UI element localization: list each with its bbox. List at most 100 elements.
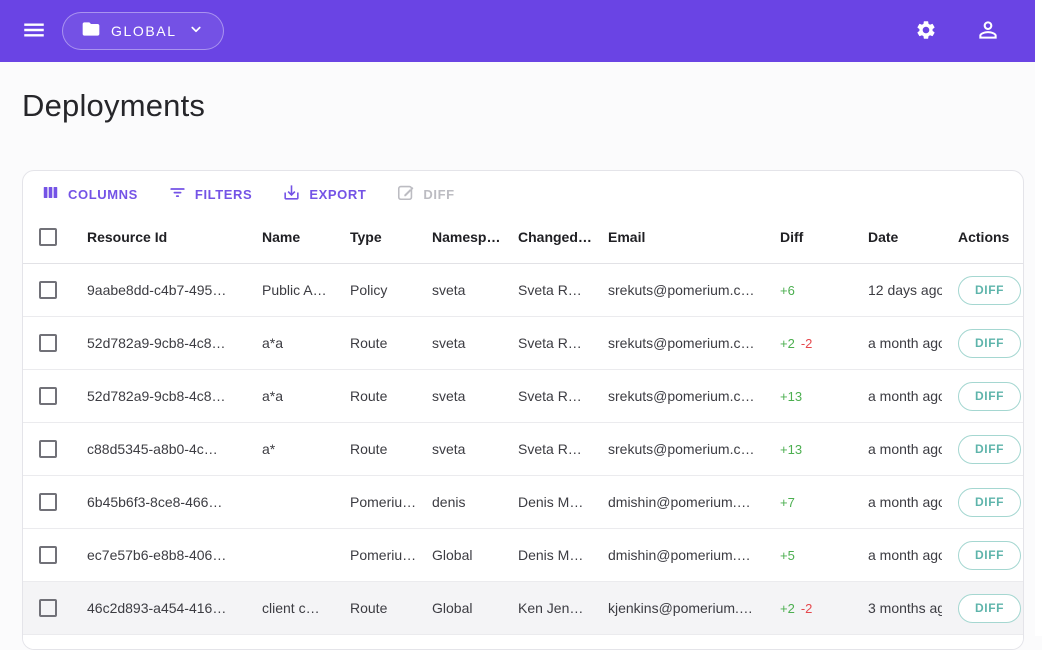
- diff-removed-badge: -2: [801, 601, 813, 616]
- settings-button[interactable]: [906, 11, 946, 51]
- cell-changed-by: Sveta R…: [508, 423, 598, 475]
- cell-type: Pomeriu…: [340, 529, 422, 581]
- cell-name: [252, 476, 340, 528]
- cell-email: srekuts@pomerium.c…: [598, 370, 770, 422]
- column-header-changed-by[interactable]: Changed…: [508, 211, 598, 263]
- cell-diff: +6: [770, 264, 858, 316]
- cell-diff: +7: [770, 476, 858, 528]
- column-header-type[interactable]: Type: [340, 211, 422, 263]
- row-checkbox[interactable]: [39, 281, 57, 299]
- cell-actions: DIFF: [952, 476, 1024, 528]
- row-diff-button[interactable]: DIFF: [958, 276, 1021, 305]
- cell-changed-by: Sveta R…: [508, 264, 598, 316]
- diff-added-badge: +7: [780, 495, 795, 510]
- cell-type: Route: [340, 370, 422, 422]
- row-diff-button[interactable]: DIFF: [958, 541, 1021, 570]
- cell-name: [252, 529, 340, 581]
- cell-date: 12 days ago: [858, 264, 952, 316]
- row-checkbox[interactable]: [39, 334, 57, 352]
- hamburger-icon: [21, 17, 47, 46]
- column-header-name[interactable]: Name: [252, 211, 340, 263]
- cell-namespace: sveta: [422, 317, 508, 369]
- select-all-checkbox[interactable]: [39, 228, 57, 246]
- row-diff-button[interactable]: DIFF: [958, 435, 1021, 464]
- column-header-resource-id[interactable]: Resource Id: [77, 211, 252, 263]
- cell-actions: DIFF: [952, 529, 1024, 581]
- cell-diff: +13: [770, 370, 858, 422]
- table-footer-space: [23, 635, 1023, 649]
- cell-actions: DIFF: [952, 370, 1024, 422]
- table-row[interactable]: c88d5345-a8b0-4c… a* Route sveta Sveta R…: [23, 423, 1023, 476]
- page-title: Deployments: [22, 88, 1042, 124]
- row-diff-button[interactable]: DIFF: [958, 488, 1021, 517]
- row-checkbox[interactable]: [39, 546, 57, 564]
- cell-actions: DIFF: [952, 423, 1024, 475]
- diff-added-badge: +5: [780, 548, 795, 563]
- cell-email: dmishin@pomerium.…: [598, 476, 770, 528]
- edit-square-icon: [396, 183, 415, 205]
- account-button[interactable]: [968, 11, 1008, 51]
- table-body: 9aabe8dd-c4b7-495… Public A… Policy svet…: [23, 264, 1023, 635]
- row-checkbox[interactable]: [39, 440, 57, 458]
- cell-date: a month ago: [858, 370, 952, 422]
- column-header-email[interactable]: Email: [598, 211, 770, 263]
- row-checkbox[interactable]: [39, 599, 57, 617]
- cell-name: Public A…: [252, 264, 340, 316]
- cell-email: srekuts@pomerium.c…: [598, 317, 770, 369]
- row-checkbox-cell: [23, 476, 77, 528]
- column-header-diff[interactable]: Diff: [770, 211, 858, 263]
- folder-icon: [81, 19, 101, 44]
- filter-icon: [168, 183, 187, 205]
- cell-name: a*a: [252, 317, 340, 369]
- diff-toolbar-button: DIFF: [390, 179, 460, 209]
- cell-diff: +2 -2: [770, 317, 858, 369]
- row-checkbox[interactable]: [39, 387, 57, 405]
- filters-button[interactable]: FILTERS: [162, 179, 258, 209]
- cell-resource-id: 9aabe8dd-c4b7-495…: [77, 264, 252, 316]
- app-header: GLOBAL: [0, 0, 1042, 62]
- table-row[interactable]: 9aabe8dd-c4b7-495… Public A… Policy svet…: [23, 264, 1023, 317]
- table-row[interactable]: 52d782a9-9cb8-4c8… a*a Route sveta Sveta…: [23, 370, 1023, 423]
- cell-changed-by: Ken Jen…: [508, 582, 598, 634]
- deployments-card: COLUMNS FILTERS EXPORT DIFF: [22, 170, 1024, 650]
- menu-button[interactable]: [14, 11, 54, 51]
- gear-icon: [915, 19, 937, 44]
- columns-icon: [41, 183, 60, 205]
- namespace-selector[interactable]: GLOBAL: [62, 12, 224, 50]
- table-toolbar: COLUMNS FILTERS EXPORT DIFF: [23, 171, 1023, 211]
- cell-type: Policy: [340, 264, 422, 316]
- cell-name: a*a: [252, 370, 340, 422]
- cell-type: Route: [340, 317, 422, 369]
- table-row[interactable]: 46c2d893-a454-416… client c… Route Globa…: [23, 582, 1023, 635]
- table-row[interactable]: 6b45b6f3-8ce8-466… Pomeriu… denis Denis …: [23, 476, 1023, 529]
- column-header-actions: Actions: [952, 211, 1024, 263]
- column-header-date[interactable]: Date: [858, 211, 952, 263]
- row-checkbox-cell: [23, 370, 77, 422]
- cell-name: client c…: [252, 582, 340, 634]
- cell-type: Route: [340, 582, 422, 634]
- export-button[interactable]: EXPORT: [276, 179, 372, 209]
- column-header-namespace[interactable]: Namesp…: [422, 211, 508, 263]
- table-row[interactable]: ec7e57b6-e8b8-406… Pomeriu… Global Denis…: [23, 529, 1023, 582]
- columns-button[interactable]: COLUMNS: [35, 179, 144, 209]
- cell-date: a month ago: [858, 476, 952, 528]
- download-icon: [282, 183, 301, 205]
- cell-email: srekuts@pomerium.c…: [598, 264, 770, 316]
- row-diff-button[interactable]: DIFF: [958, 382, 1021, 411]
- diff-added-badge: +2: [780, 601, 795, 616]
- scrollbar[interactable]: [1035, 0, 1042, 636]
- cell-email: srekuts@pomerium.c…: [598, 423, 770, 475]
- cell-namespace: Global: [422, 529, 508, 581]
- row-diff-button[interactable]: DIFF: [958, 329, 1021, 358]
- cell-type: Pomeriu…: [340, 476, 422, 528]
- cell-resource-id: 52d782a9-9cb8-4c8…: [77, 317, 252, 369]
- cell-changed-by: Sveta R…: [508, 370, 598, 422]
- diff-added-badge: +2: [780, 336, 795, 351]
- row-diff-button[interactable]: DIFF: [958, 594, 1021, 623]
- row-checkbox-cell: [23, 317, 77, 369]
- main-content: Deployments COLUMNS FILTERS EXPORT: [0, 88, 1042, 650]
- cell-namespace: sveta: [422, 264, 508, 316]
- row-checkbox[interactable]: [39, 493, 57, 511]
- namespace-label: GLOBAL: [111, 23, 177, 39]
- table-row[interactable]: 52d782a9-9cb8-4c8… a*a Route sveta Sveta…: [23, 317, 1023, 370]
